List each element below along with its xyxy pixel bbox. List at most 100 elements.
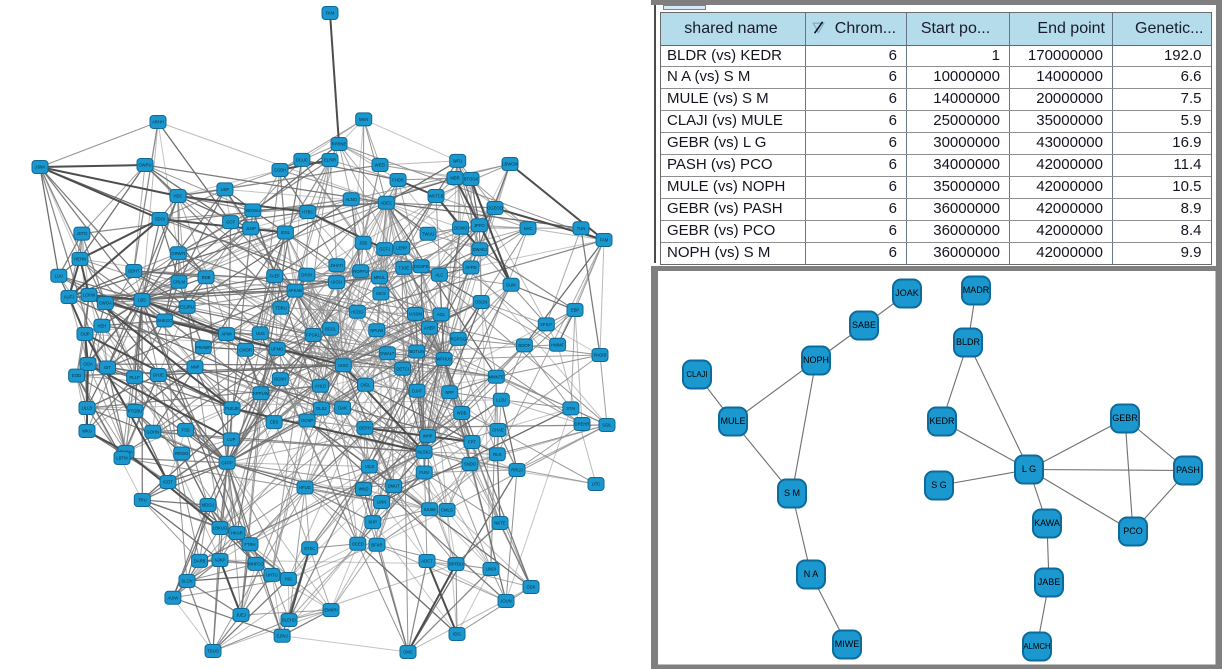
svg-text:SLCN: SLCN (181, 579, 192, 584)
svg-text:LCKW: LCKW (83, 293, 95, 298)
svg-text:KEOSU: KEOSU (245, 208, 260, 213)
svg-text:GCF: GCF (226, 220, 235, 225)
svg-text:KPPUW: KPPUW (253, 391, 268, 396)
svg-text:JUEJ: JUEJ (236, 613, 246, 618)
svg-text:OGEOO: OGEOO (487, 206, 504, 211)
svg-text:KEDR: KEDR (929, 416, 955, 426)
svg-text:EBP: EBP (571, 308, 580, 313)
svg-text:TRU: TRU (138, 498, 147, 503)
svg-text:PASH: PASH (1176, 465, 1200, 475)
svg-text:CMOR: CMOR (239, 347, 252, 352)
svg-text:DJAT: DJAT (412, 388, 423, 393)
svg-text:PRAWF: PRAWF (196, 345, 211, 350)
svg-text:OMC: OMC (403, 650, 413, 655)
svg-text:CMLG: CMLG (441, 508, 453, 513)
svg-text:APMI: APMI (221, 332, 231, 337)
svg-text:JOAK: JOAK (895, 288, 919, 298)
svg-text:TDBU: TDBU (275, 305, 286, 310)
svg-text:HCDG: HCDG (351, 309, 363, 314)
svg-text:RDB: RDB (202, 275, 211, 280)
svg-text:LINN: LINN (377, 500, 387, 505)
svg-text:TUN: TUN (577, 226, 586, 231)
svg-text:OUP: OUP (80, 332, 89, 337)
svg-text:DWAEJ: DWAEJ (473, 247, 488, 252)
svg-text:HFUG: HFUG (299, 485, 311, 490)
svg-text:FTRH: FTRH (244, 542, 255, 547)
svg-text:TWUU: TWUU (422, 231, 435, 236)
svg-text:DREHR: DREHR (575, 422, 590, 427)
svg-text:HEH: HEH (97, 323, 106, 328)
svg-text:AFKAB: AFKAB (288, 288, 302, 293)
svg-text:CGBH: CGBH (274, 168, 286, 173)
svg-text:JABE: JABE (1038, 577, 1061, 587)
svg-text:AFPD: AFPD (465, 265, 476, 270)
svg-text:LBWCM: LBWCM (502, 162, 518, 167)
svg-text:BGSL: BGSL (325, 326, 337, 331)
svg-text:CLAJI: CLAJI (686, 370, 707, 379)
svg-text:OEPH: OEPH (359, 426, 371, 431)
svg-text:TDUO: TDUO (207, 649, 220, 654)
svg-text:SFIUT: SFIUT (540, 322, 553, 327)
svg-text:SDOI: SDOI (155, 217, 165, 222)
svg-text:WKU: WKU (82, 429, 92, 434)
svg-text:ELRIR: ELRIR (324, 158, 336, 163)
svg-text:GEBR: GEBR (1112, 413, 1138, 423)
svg-text:NOPH: NOPH (803, 355, 829, 365)
svg-text:N A: N A (804, 569, 819, 579)
svg-text:CWOA: CWOA (99, 301, 112, 306)
svg-text:LERP: LERP (396, 246, 407, 251)
svg-text:GOHN: GOHN (147, 429, 160, 434)
svg-text:UIOU: UIOU (331, 280, 341, 285)
svg-text:ODHT: ODHT (128, 269, 140, 274)
svg-text:MHFCO: MHFCO (248, 562, 264, 567)
svg-text:L G: L G (1022, 464, 1036, 474)
svg-text:SABE: SABE (852, 320, 876, 330)
svg-text:AHLD: AHLD (315, 383, 326, 388)
svg-text:WKTCB: WKTCB (428, 194, 443, 199)
svg-text:DETCI: DETCI (396, 366, 409, 371)
svg-text:OIGL: OIGL (360, 382, 371, 387)
svg-text:GUIK: GUIK (506, 282, 516, 287)
svg-text:STSC: STSC (304, 546, 315, 551)
svg-text:JLNP: JLNP (246, 226, 256, 231)
svg-text:OCED: OCED (352, 541, 364, 546)
svg-text:WEEI: WEEI (375, 163, 386, 168)
svg-text:DLSJ: DLSJ (316, 406, 326, 411)
svg-text:EOD: EOD (72, 373, 81, 378)
svg-text:DARB: DARB (194, 559, 206, 564)
svg-text:DMUT: DMUT (388, 484, 401, 489)
svg-text:GCFJ: GCFJ (379, 247, 390, 252)
svg-text:KAWA: KAWA (1034, 518, 1060, 528)
svg-text:OWPU: OWPU (138, 163, 151, 168)
svg-text:ALC: ALC (435, 272, 443, 277)
svg-text:BGNH: BGNH (274, 377, 286, 382)
svg-text:PUEJR: PUEJR (225, 406, 239, 411)
svg-text:ESJRU: ESJRU (180, 305, 194, 310)
svg-text:FPT: FPT (468, 440, 476, 445)
svg-text:NPUW: NPUW (370, 328, 383, 333)
svg-text:DCUC: DCUC (296, 158, 308, 163)
svg-text:LUU: LUU (55, 273, 63, 278)
svg-text:HDC: HDC (173, 194, 182, 199)
svg-text:BDTUN: BDTUN (409, 349, 423, 354)
svg-text:UHTU: UHTU (266, 573, 278, 578)
svg-text:USJI: USJI (365, 464, 374, 469)
svg-text:CHAE: CHAE (492, 428, 504, 433)
svg-text:SHEGC: SHEGC (157, 318, 172, 323)
svg-text:MMNTE: MMNTE (489, 374, 505, 379)
svg-text:FUSI: FUSI (419, 470, 429, 475)
svg-text:CRLM: CRLM (173, 279, 185, 284)
svg-text:ODK: ODK (526, 585, 535, 590)
svg-text:SNDO: SNDO (464, 462, 477, 467)
svg-text:S M: S M (784, 488, 800, 498)
svg-text:ALMCH: ALMCH (1023, 642, 1050, 651)
svg-text:NNP: NNP (191, 365, 200, 370)
svg-text:LBS: LBS (138, 298, 146, 303)
svg-text:NAC: NAC (524, 226, 533, 231)
svg-text:GIT: GIT (104, 365, 111, 370)
svg-text:SICS: SICS (376, 291, 386, 296)
svg-text:MDCU: MDCU (202, 503, 215, 508)
svg-text:LUP: LUP (227, 437, 235, 442)
svg-text:AUFJ: AUFJ (64, 295, 74, 300)
svg-text:UFMO: UFMO (271, 347, 284, 352)
